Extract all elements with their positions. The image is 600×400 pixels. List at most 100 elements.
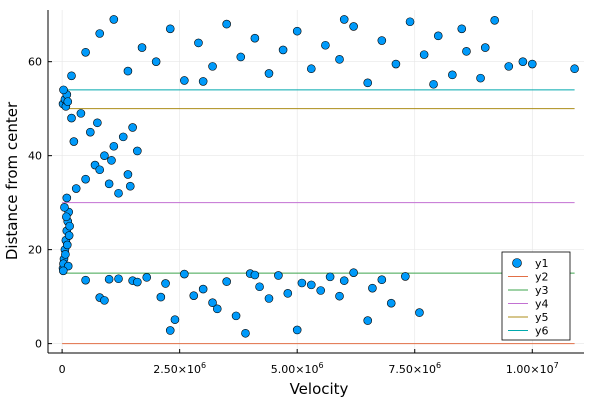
- legend-marker-y1: [512, 258, 522, 268]
- scatter-point: [349, 268, 358, 277]
- scatter-point: [133, 277, 142, 287]
- scatter-point: [250, 33, 260, 43]
- scatter-point: [292, 26, 302, 36]
- y-tick-label: 40: [28, 150, 42, 163]
- x-tick-label-base: 7.50×10: [388, 363, 436, 376]
- scatter-point: [339, 276, 349, 285]
- x-tick-label-base: 5.00×10: [271, 363, 319, 376]
- scatter-point: [170, 315, 180, 324]
- x-tick-label-exponent: 6: [319, 361, 324, 370]
- x-tick-label: 2.50×106: [153, 361, 206, 376]
- scatter-point: [81, 47, 90, 57]
- x-tick-label: 1.00×107: [506, 361, 559, 376]
- scatter-point: [325, 272, 335, 282]
- scatter-point: [189, 291, 199, 300]
- y-tick-label: 0: [35, 338, 42, 351]
- scatter-point: [401, 272, 410, 281]
- scatter-point: [161, 279, 170, 288]
- scatter-point: [339, 15, 349, 24]
- scatter-point: [316, 286, 326, 295]
- scatter-point: [264, 294, 274, 303]
- scatter-point: [114, 188, 123, 198]
- scatter-point: [527, 59, 537, 69]
- scatter-point: [448, 70, 457, 80]
- scatter-point: [222, 277, 231, 286]
- scatter-point: [125, 181, 135, 191]
- scatter-point: [137, 43, 147, 52]
- scatter-point: [107, 156, 116, 165]
- scatter-point: [306, 280, 316, 290]
- scatter-point: [142, 273, 152, 282]
- legend-label-y1: y1: [535, 257, 549, 270]
- scatter-point: [222, 19, 231, 29]
- scatter-point: [104, 179, 114, 189]
- scatter-point: [81, 174, 90, 184]
- scatter-point: [377, 36, 387, 45]
- scatter-point: [198, 284, 208, 294]
- plot-area: 0 2.50×106 5.00×106 7.50×106 1.00×107 020406…: [28, 10, 584, 376]
- y-axis-label: Distance from center: [3, 101, 21, 260]
- scatter-point: [81, 275, 90, 285]
- scatter-point: [165, 326, 175, 335]
- scatter-point: [368, 283, 377, 293]
- scatter-point: [208, 298, 217, 308]
- scatter-point: [462, 47, 471, 56]
- scatter-point: [58, 266, 68, 276]
- scatter-point: [86, 127, 95, 137]
- x-tick-label-exponent: 7: [554, 361, 559, 370]
- scatter-point: [67, 71, 76, 81]
- scatter-point: [363, 78, 373, 88]
- y-ticks: 0 20 40 60: [28, 56, 52, 351]
- scatter-point: [433, 31, 443, 41]
- scatter-point: [292, 325, 302, 335]
- scatter-point: [118, 132, 128, 142]
- scatter-point: [457, 24, 467, 34]
- scatter-point: [123, 170, 133, 179]
- scatter-point: [297, 278, 307, 288]
- legend-label-y3: y3: [535, 284, 549, 297]
- scatter-point: [67, 113, 76, 123]
- scatter-point: [69, 137, 79, 146]
- scatter-point: [570, 64, 579, 74]
- scatter-point: [64, 231, 74, 240]
- x-tick-label-exponent: 6: [201, 361, 206, 370]
- scatter-point: [274, 271, 283, 280]
- scatter-point: [363, 316, 373, 325]
- legend-label-y2: y2: [535, 271, 549, 284]
- scatter-point: [278, 45, 288, 55]
- scatter-point: [61, 250, 70, 259]
- scatter-point: [255, 282, 264, 292]
- scatter-point: [62, 212, 71, 222]
- scatter-point: [231, 311, 241, 321]
- scatter-point: [156, 292, 166, 302]
- scatter-point: [76, 109, 86, 118]
- scatter-point: [59, 85, 68, 95]
- legend-label-y6: y6: [535, 325, 549, 338]
- scatter-point: [476, 73, 485, 83]
- x-tick-label-exponent: 6: [436, 361, 441, 370]
- x-tick-label-base: 2.50×10: [153, 363, 201, 376]
- scatter-point: [128, 123, 137, 132]
- x-tick-label: 5.00×106: [271, 361, 324, 376]
- scatter-point: [123, 66, 133, 76]
- scatter-point: [180, 76, 189, 85]
- scatter-point: [405, 17, 415, 27]
- scatter-point: [114, 274, 123, 284]
- y-tick-label: 60: [28, 56, 42, 69]
- scatter-point: [241, 328, 250, 338]
- scatter-point: [109, 15, 119, 24]
- scatter-point: [100, 296, 109, 305]
- scatter-point: [109, 141, 119, 151]
- scatter-point: [71, 184, 81, 193]
- scatter-point: [377, 275, 387, 285]
- scatter-point: [480, 43, 490, 52]
- scatter-point: [180, 269, 189, 279]
- scatter-point: [62, 240, 72, 250]
- scatter-point: [236, 52, 246, 62]
- scatter-point: [95, 29, 105, 38]
- scatter-point: [415, 308, 424, 317]
- x-tick-label: 0: [59, 363, 66, 376]
- scatter-point: [194, 38, 203, 48]
